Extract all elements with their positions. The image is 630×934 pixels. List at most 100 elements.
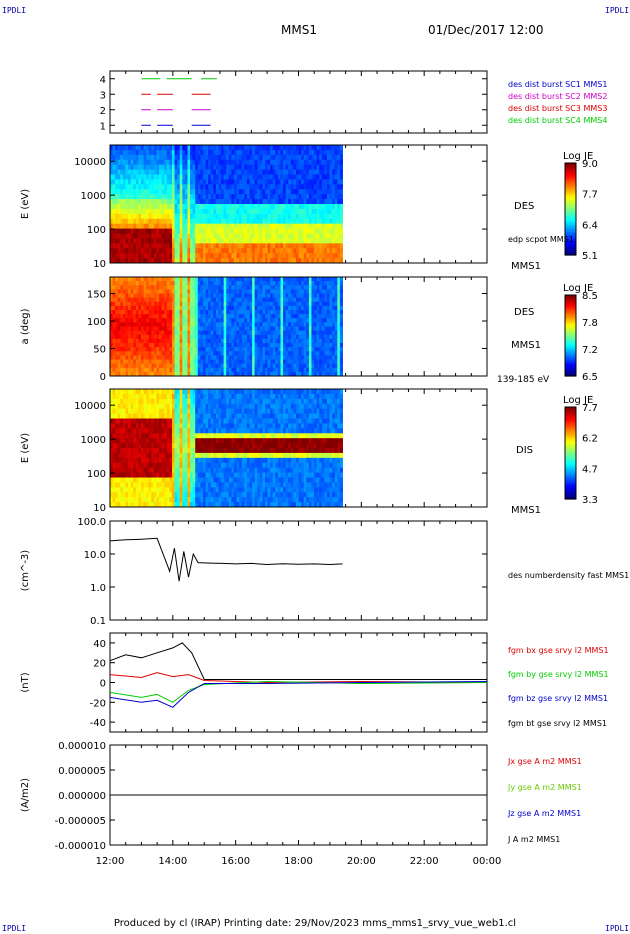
des-pitch-spectrogram-cell [208, 351, 212, 356]
des-pitch-spectrogram-cell [117, 314, 121, 319]
des-energy-spectrogram-cell [140, 145, 145, 151]
des-pitch-spectrogram-cell [197, 326, 201, 332]
des-pitch-spectrogram-cell [190, 367, 194, 373]
des-energy-spectrogram-cell [290, 159, 294, 166]
des-pitch-spectrogram-cell [213, 297, 217, 303]
des-energy-spectrogram-cell [231, 154, 235, 161]
des-pitch-spectrogram-cell [197, 293, 201, 299]
dis-energy-spectrogram-cell [115, 428, 119, 434]
des-pitch-spectrogram-cell [329, 318, 333, 323]
des-energy-spectrogram-cell [316, 194, 320, 200]
des-pitch-spectrogram-cell [298, 281, 302, 286]
des-pitch-spectrogram-cell [301, 301, 305, 307]
des-energy-spectrogram-cell [290, 199, 294, 205]
des-energy-spectrogram-cell [293, 253, 297, 259]
des-pitch-spectrogram-cell [110, 301, 114, 307]
des-pitch-spectrogram-cell [334, 338, 338, 344]
des-pitch-colorbar-cell [565, 317, 576, 320]
des-pitch-spectrogram-cell [293, 359, 297, 365]
des-pitch-spectrogram-cell [272, 285, 276, 290]
des-energy-spectrogram-cell [249, 253, 253, 259]
des-energy-spectrogram-cell [184, 248, 188, 254]
des-pitch-spectrogram-cell [290, 314, 294, 319]
des-pitch-spectrogram-cell [169, 367, 173, 373]
des-energy-spectrogram-cell [329, 228, 333, 234]
des-energy-spectrogram-cell [231, 169, 235, 175]
des-energy-spectrogram-cell [159, 184, 163, 190]
des-pitch-spectrogram-cell [138, 322, 142, 327]
des-pitch-spectrogram-cell [112, 277, 116, 282]
des-energy-spectrogram-cell [244, 248, 248, 254]
des-energy-spectrogram-cell [143, 149, 147, 156]
des-pitch-spectrogram-cell [295, 334, 300, 340]
des-pitch-spectrogram-cell [314, 285, 318, 290]
des-energy-spectrogram-cell [329, 189, 333, 195]
des-energy-spectrogram-cell [120, 174, 124, 180]
dis-energy-spectrogram-cell [130, 413, 134, 419]
dis-energy-spectrogram-cell [133, 482, 137, 488]
des-pitch-spectrogram-cell [130, 359, 134, 365]
des-energy-spectrogram-cell [301, 238, 305, 244]
des-energy-spectrogram-cell [169, 174, 173, 180]
des-energy-spectrogram-cell [166, 238, 170, 244]
des-energy-spectrogram-cell [153, 243, 157, 249]
des-pitch-spectrogram-cell [283, 334, 287, 340]
des-pitch-spectrogram-cell [140, 359, 145, 365]
des-energy-spectrogram-cell [146, 213, 150, 220]
des-energy-spectrogram-cell [205, 204, 209, 210]
des-energy-spectrogram-cell [223, 189, 227, 195]
des-energy-spectrogram-cell [231, 238, 235, 244]
des-energy-spectrogram-cell [179, 238, 183, 244]
corner-label-bottom-left: IPDLI [2, 924, 27, 933]
dis-energy-spectrogram-cell [135, 433, 139, 439]
des-energy-spectrogram-cell [293, 189, 297, 195]
des-pitch-spectrogram-cell [156, 359, 160, 365]
des-energy-spectrogram-cell [319, 159, 323, 166]
des-pitch-spectrogram-cell [306, 343, 310, 348]
des-energy-spectrogram-cell [257, 189, 261, 195]
des-energy-spectrogram-cell [267, 223, 271, 230]
des-pitch-spectrogram-cell [117, 301, 121, 307]
des-energy-spectrogram-cell [262, 164, 266, 171]
des-energy-spectrogram-cell [138, 233, 142, 239]
des-pitch-spectrogram-cell [187, 334, 191, 340]
des-energy-spectrogram-cell [339, 199, 343, 205]
des-pitch-spectrogram-cell [195, 314, 199, 319]
des-pitch-spectrogram-cell [316, 334, 320, 340]
des-energy-spectrogram-cell [166, 218, 170, 225]
des-energy-spectrogram-cell [130, 258, 134, 264]
des-energy-spectrogram-cell [326, 223, 331, 230]
des-pitch-spectrogram-cell [182, 371, 186, 377]
des-energy-spectrogram-cell [249, 149, 253, 156]
des-energy-spectrogram-cell [326, 149, 331, 156]
des-energy-spectrogram-cell [130, 204, 134, 210]
des-energy-spectrogram-cell [267, 213, 271, 220]
des-energy-spectrogram-cell [148, 228, 152, 234]
des-energy-spectrogram-cell [277, 258, 281, 264]
des-energy-spectrogram-cell [213, 258, 217, 264]
des-pitch-spectrogram-cell [156, 330, 160, 336]
des-energy-spectrogram-cell [267, 218, 271, 225]
des-pitch-spectrogram-cell [226, 343, 230, 348]
des-pitch-spectrogram-cell [115, 355, 119, 360]
des-energy-spectrogram-cell [324, 223, 328, 230]
des-energy-spectrogram-cell [262, 154, 266, 161]
des-energy-spectrogram-cell [213, 145, 217, 151]
des-pitch-spectrogram-cell [249, 347, 253, 352]
des-pitch-spectrogram-cell [275, 277, 279, 282]
des-pitch-spectrogram-cell [272, 297, 276, 303]
des-energy-spectrogram-cell [218, 174, 222, 180]
dis-energy-spectrogram-cell [122, 418, 126, 424]
des-energy-spectrogram-cell [192, 145, 196, 151]
des-pitch-spectrogram-cell [301, 363, 305, 369]
des-energy-spectrogram-cell [205, 145, 209, 151]
des-energy-spectrogram-cell [202, 194, 207, 200]
des-pitch-spectrogram-cell [223, 367, 227, 373]
des-pitch-spectrogram-cell [208, 334, 212, 340]
des-pitch-spectrogram-cell [236, 297, 240, 303]
des-pitch-spectrogram-cell [210, 330, 214, 336]
des-pitch-spectrogram-cell [241, 343, 245, 348]
des-energy-spectrogram-cell [285, 169, 289, 175]
des-pitch-spectrogram-cell [190, 301, 194, 307]
des-energy-spectrogram-cell [285, 145, 289, 151]
